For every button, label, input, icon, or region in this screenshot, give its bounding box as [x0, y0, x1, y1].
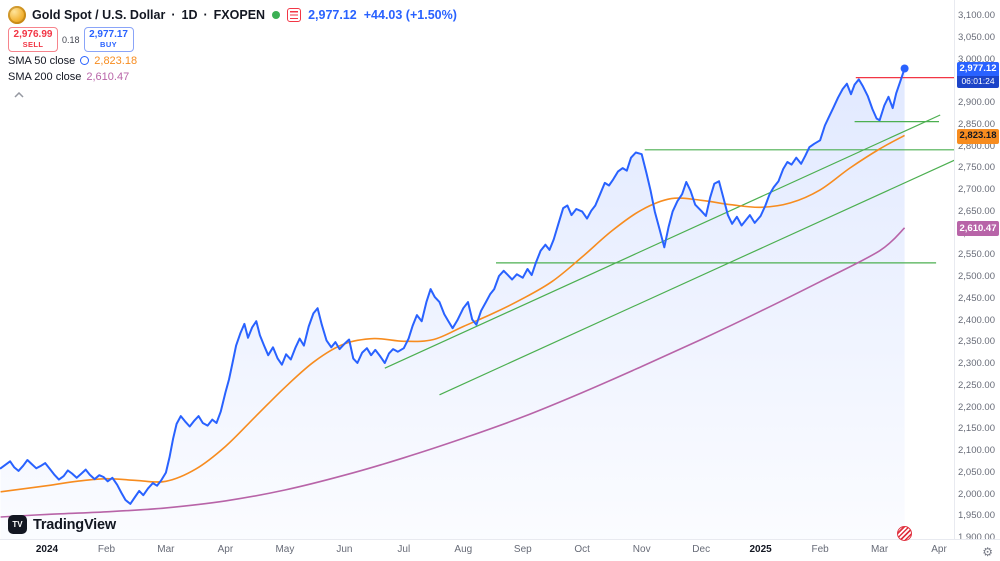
- price-tick-label: 2,500.00: [958, 271, 995, 282]
- axis-corner: [955, 539, 1000, 561]
- sma50-value: 2,823.18: [94, 54, 138, 67]
- list-icon[interactable]: [287, 8, 302, 22]
- collapse-indicators-button[interactable]: [8, 88, 30, 101]
- price-tick-label: 3,100.00: [958, 10, 995, 21]
- time-tick-label: Jul: [397, 544, 411, 555]
- price-tick-label: 1,950.00: [958, 510, 995, 522]
- price-tick-label: 3,000.00: [958, 53, 995, 65]
- tradingview-logo-text: TradingView: [33, 516, 116, 533]
- sma50-line[interactable]: [0, 134, 905, 493]
- symbol-title[interactable]: Gold Spot / U.S. Dollar · 1D · FXOPEN: [8, 6, 265, 24]
- symbol-row: Gold Spot / U.S. Dollar · 1D · FXOPEN 2,…: [8, 5, 457, 25]
- last-price-value: 2,977.12: [957, 62, 999, 77]
- price-tick-label: 2,700.00: [958, 184, 995, 195]
- sell-button[interactable]: 2,976.99 SELL: [8, 27, 58, 52]
- time-tick-label: Feb: [97, 544, 116, 555]
- price-tick-label: 2,200.00: [958, 401, 995, 413]
- time-tick-label: Mar: [157, 544, 175, 555]
- price-tick-label: 2,850.00: [958, 118, 995, 130]
- indicator-sma200[interactable]: SMA 200 close 2,610.47: [8, 69, 457, 84]
- indicator-label: SMA 50 close: [8, 54, 76, 67]
- price-tick-label: 2,000.00: [958, 488, 995, 500]
- price-tick-label: 2,150.00: [958, 423, 995, 435]
- price-tick-label: 2,550.00: [958, 249, 995, 261]
- time-tick-label: May: [275, 544, 295, 555]
- buy-button[interactable]: 2,977.17 BUY: [83, 27, 134, 52]
- price-tick-label: 2,450.00: [958, 292, 995, 304]
- price-tick-label: 2,100.00: [958, 445, 995, 456]
- buy-label: BUY: [100, 39, 118, 49]
- sell-price: 2,976.99: [13, 29, 53, 41]
- time-tick-label: Mar: [870, 544, 889, 555]
- price-tick-label: 2,250.00: [958, 379, 995, 391]
- area-fill: [0, 68, 905, 540]
- time-tick-label: Oct: [574, 544, 590, 555]
- price-tick-label: 2,650.00: [958, 205, 995, 217]
- tradingview-logo[interactable]: TV TradingView: [8, 515, 116, 534]
- chart-legend: Gold Spot / U.S. Dollar · 1D · FXOPEN 2,…: [8, 5, 457, 101]
- price-tick-label: 2,750.00: [958, 162, 995, 174]
- price-tick-label: 1,900.00: [958, 532, 995, 543]
- sma200-value: 2,610.47: [86, 70, 130, 83]
- price-tick-label: 2,300.00: [958, 358, 995, 369]
- price-tick-label: 2,800.00: [958, 140, 995, 152]
- sma200-axis-label: 2,610.47: [957, 221, 999, 237]
- price-tick-label: 2,350.00: [958, 336, 995, 348]
- price-tick-label: 2,050.00: [958, 466, 995, 478]
- time-tick-label: Nov: [632, 544, 651, 555]
- chart-pane: [0, 0, 955, 540]
- trade-widget: 2,976.99 SELL 0.18 2,977.17 BUY: [8, 27, 457, 52]
- time-tick-label: Aug: [454, 544, 473, 555]
- time-tick-label: 2025: [749, 544, 772, 555]
- time-axis[interactable]: 2024 Feb Mar Apr May Jun Jul Aug Sep Oct Nov Dec 202…: [0, 539, 955, 561]
- price-tick-label: 3,050.00: [958, 31, 995, 43]
- sma50-axis-label: 2,823.18: [957, 128, 999, 144]
- time-tick-label: Jun: [336, 544, 353, 555]
- buy-price: 2,977.17: [89, 29, 128, 41]
- last-price-axis-label: 2,977.12 06:01:24: [957, 62, 999, 88]
- price-tick-label: 2,900.00: [958, 97, 995, 108]
- sma200-line[interactable]: [0, 227, 906, 518]
- symbol-name: Gold Spot / U.S. Dollar: [32, 8, 166, 22]
- price-change: +44.03 (+1.50%): [363, 8, 457, 22]
- gold-coin-icon: [8, 6, 26, 24]
- time-tick-label: Sep: [513, 544, 532, 555]
- time-tick-label: Feb: [811, 544, 829, 555]
- time-tick-label: Apr: [217, 544, 234, 555]
- price-tick-label: 2,400.00: [958, 314, 995, 326]
- time-tick-label: Dec: [692, 544, 711, 555]
- time-tick-label: 2024: [35, 544, 59, 555]
- chevron-up-icon: [14, 91, 24, 98]
- trendline-drawing[interactable]: [439, 158, 956, 396]
- fxopen-logo-icon[interactable]: [897, 526, 912, 541]
- tradingview-mark-icon: TV: [8, 515, 27, 534]
- indicator-sma50[interactable]: SMA 50 close 2,823.18: [8, 53, 457, 68]
- indicator-label: SMA 200 close: [8, 70, 82, 83]
- exchange: FXOPEN: [213, 8, 266, 22]
- last-price-marker: [900, 64, 909, 73]
- price-line[interactable]: [0, 67, 906, 505]
- last-price: 2,977.12: [308, 8, 357, 22]
- sell-label: SELL: [22, 39, 44, 49]
- interval: 1D: [181, 8, 198, 22]
- indicator-bullet-icon: [80, 56, 90, 65]
- chart-canvas[interactable]: [0, 0, 955, 540]
- spread-value: 0.18: [62, 34, 80, 45]
- bar-countdown: 06:01:24: [957, 76, 999, 88]
- axis-settings-gear-icon[interactable]: ⚙: [982, 545, 993, 559]
- market-status-icon[interactable]: [272, 11, 281, 19]
- time-tick-label: Apr: [931, 544, 947, 555]
- separator: ·: [171, 8, 176, 22]
- separator: ·: [203, 8, 208, 22]
